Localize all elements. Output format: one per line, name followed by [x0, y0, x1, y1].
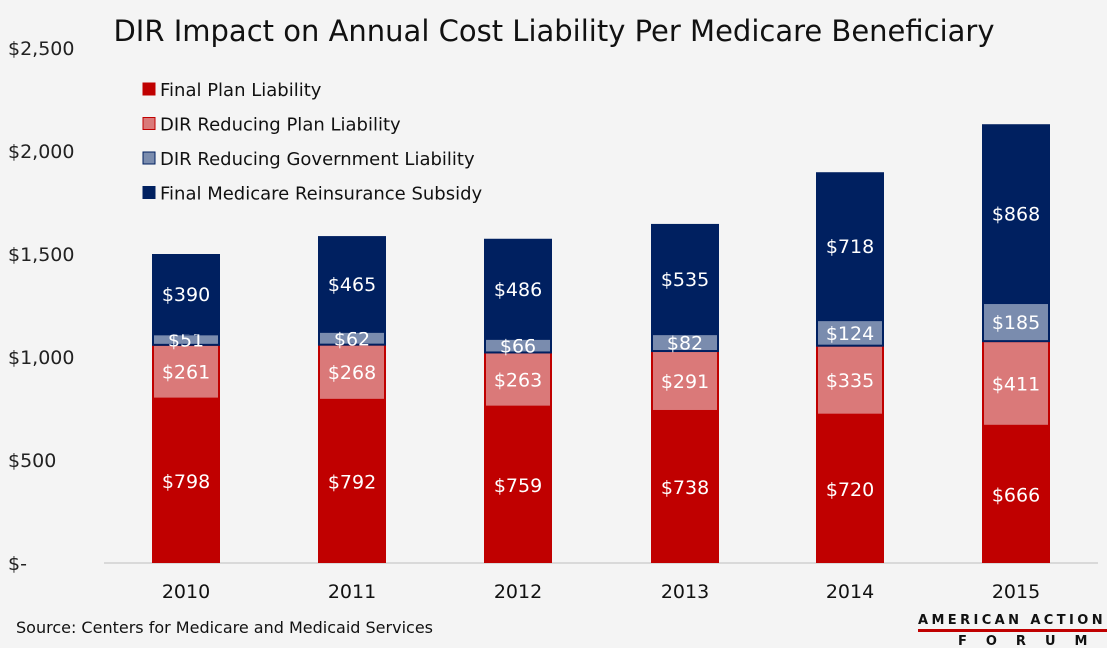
data-label: $738 [661, 477, 709, 499]
bar-segment [152, 254, 220, 335]
bar-segment [816, 344, 884, 416]
bar-segment [152, 343, 220, 400]
chart-title: DIR Impact on Annual Cost Liability Per … [113, 14, 995, 48]
data-label: $759 [494, 475, 542, 497]
logo-line1: AMERICAN ACTION [918, 613, 1106, 628]
source-note: Source: Centers for Medicare and Medicai… [16, 618, 433, 637]
data-label: $868 [992, 204, 1040, 226]
legend-swatch [142, 117, 156, 130]
data-label: $124 [826, 323, 874, 345]
bar-segment [816, 414, 884, 563]
bar-segment [982, 340, 1050, 427]
y-tick-label: $2,500 [8, 38, 74, 60]
bar-segment [816, 172, 884, 321]
data-label: $792 [328, 471, 376, 493]
data-label: $263 [494, 370, 542, 392]
bar-segment [484, 351, 552, 408]
bar-segment [651, 410, 719, 563]
data-label: $720 [826, 479, 874, 501]
data-label: $185 [992, 312, 1040, 334]
legend-label: DIR Reducing Government Liability [160, 149, 475, 170]
legend-swatch [142, 82, 156, 96]
legend-swatch [142, 151, 156, 165]
data-label: $66 [500, 336, 536, 358]
bar-segment [318, 236, 386, 332]
aaf-logo: AMERICAN ACTION FORUM [918, 613, 1107, 648]
y-tick-label: $1,500 [8, 244, 74, 266]
data-label: $82 [667, 333, 703, 355]
bar-segment [651, 223, 719, 335]
logo-line2: FORUM [958, 634, 1107, 648]
x-tick-label: 2011 [328, 581, 376, 603]
y-tick-label: $2,000 [8, 141, 74, 163]
data-label: $390 [162, 284, 210, 306]
bar-segment [982, 425, 1050, 563]
x-tick-label: 2013 [661, 581, 709, 603]
logo-rule [918, 629, 1107, 632]
data-label: $465 [328, 274, 376, 296]
bar-segment [982, 124, 1050, 304]
x-tick-label: 2014 [826, 581, 874, 603]
bar-segment [484, 238, 552, 339]
legend-label: Final Medicare Reinsurance Subsidy [160, 184, 483, 205]
bar-segment [651, 350, 719, 412]
data-label: $486 [494, 279, 542, 301]
legend-swatch [142, 186, 156, 199]
data-label: $535 [661, 269, 709, 291]
data-label: $268 [328, 362, 376, 384]
bar-segment [152, 398, 220, 563]
bar-segment [816, 319, 884, 347]
data-label: $291 [661, 371, 709, 393]
bar-segment [484, 406, 552, 563]
legend-label: DIR Reducing Plan Liability [160, 115, 401, 136]
legend-label: Final Plan Liability [160, 80, 322, 101]
data-label: $51 [168, 330, 204, 352]
data-label: $798 [162, 471, 210, 493]
y-tick-label: $- [8, 553, 27, 575]
x-tick-label: 2012 [494, 581, 542, 603]
x-tick-label: 2010 [162, 581, 210, 603]
y-tick-label: $1,000 [8, 347, 74, 369]
x-tick-label: 2015 [992, 581, 1040, 603]
data-label: $261 [162, 362, 210, 384]
data-label: $62 [334, 328, 370, 350]
data-label: $718 [826, 236, 874, 258]
data-label: $335 [826, 370, 874, 392]
bar-segment [982, 302, 1050, 343]
y-tick-label: $500 [8, 450, 56, 472]
data-label: $666 [992, 484, 1040, 506]
bar-segment [318, 399, 386, 563]
data-label: $411 [992, 373, 1040, 395]
